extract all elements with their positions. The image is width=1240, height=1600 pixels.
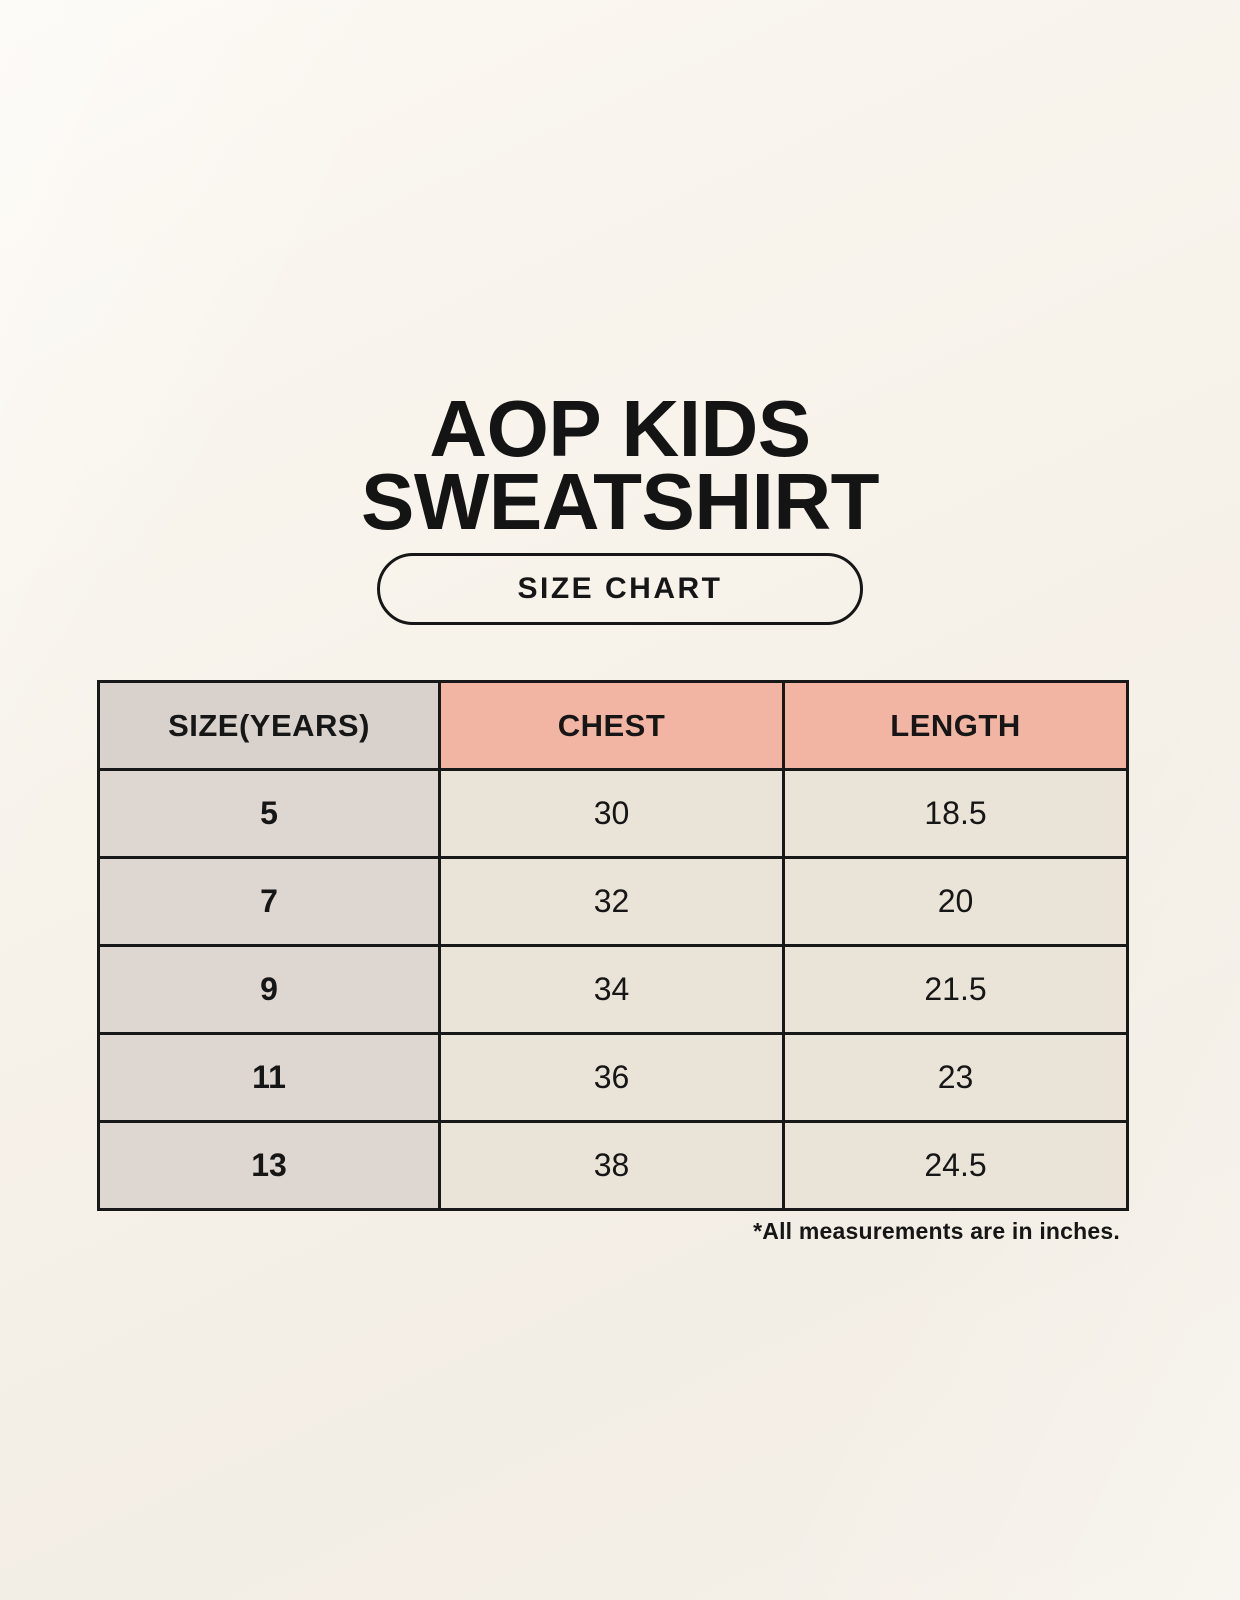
column-header-length: LENGTH (782, 680, 1129, 771)
chest-cell: 30 (438, 768, 785, 859)
measurements-footnote: *All measurements are in inches. (753, 1218, 1120, 1244)
size-cell: 9 (97, 944, 441, 1035)
page-title-line1: AOP KIDS (429, 383, 811, 473)
table-row: 9 34 21.5 (97, 944, 1129, 1035)
size-chart-table: SIZE(YEARS) CHEST LENGTH 5 30 18.5 7 32 … (97, 680, 1129, 1211)
column-header-size-years: SIZE(YEARS) (97, 680, 441, 771)
table-row: 7 32 20 (97, 856, 1129, 947)
size-cell: 5 (97, 768, 441, 859)
table-row: 13 38 24.5 (97, 1120, 1129, 1211)
page-title-line2: SWEATSHIRT (361, 456, 879, 546)
size-cell: 7 (97, 856, 441, 947)
chest-cell: 34 (438, 944, 785, 1035)
table-row: 11 36 23 (97, 1032, 1129, 1123)
size-chart-badge: SIZE CHART (377, 553, 863, 625)
page-title: AOP KIDS SWEATSHIRT (0, 388, 1240, 541)
table-header-row: SIZE(YEARS) CHEST LENGTH (97, 680, 1129, 771)
size-cell: 11 (97, 1032, 441, 1123)
chest-cell: 38 (438, 1120, 785, 1211)
size-chart-badge-label: SIZE CHART (517, 572, 723, 605)
length-cell: 20 (782, 856, 1129, 947)
chest-cell: 32 (438, 856, 785, 947)
size-cell: 13 (97, 1120, 441, 1211)
table-row: 5 30 18.5 (97, 768, 1129, 859)
length-cell: 18.5 (782, 768, 1129, 859)
length-cell: 21.5 (782, 944, 1129, 1035)
chest-cell: 36 (438, 1032, 785, 1123)
length-cell: 23 (782, 1032, 1129, 1123)
length-cell: 24.5 (782, 1120, 1129, 1211)
column-header-chest: CHEST (438, 680, 785, 771)
